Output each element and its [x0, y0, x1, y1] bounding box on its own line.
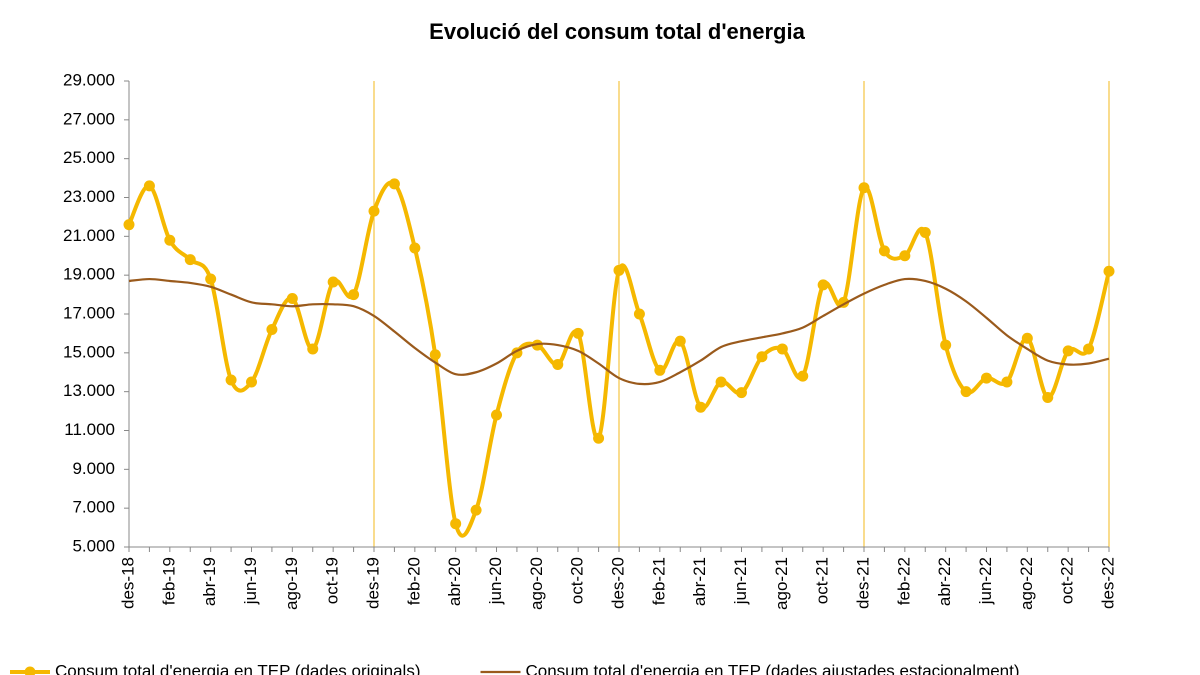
- x-tick-label: abr-21: [690, 557, 709, 606]
- chart-title: Evolució del consum total d'energia: [429, 19, 805, 44]
- x-tick-label: jun-21: [731, 557, 750, 605]
- x-tick-label: oct-21: [813, 557, 832, 604]
- data-point: [266, 324, 278, 336]
- data-point: [633, 308, 645, 320]
- y-tick-label: 27.000: [63, 109, 115, 128]
- x-tick-label: des-22: [1098, 557, 1117, 609]
- y-tick-label: 9.000: [72, 459, 115, 478]
- data-point: [715, 376, 727, 388]
- data-point: [307, 343, 319, 355]
- data-point: [327, 276, 339, 288]
- data-point: [593, 432, 605, 444]
- legend-label: Consum total d'energia en TEP (dades ori…: [55, 661, 421, 675]
- y-tick-label: 13.000: [63, 381, 115, 400]
- data-point: [858, 182, 870, 194]
- data-point: [552, 358, 564, 370]
- x-tick-label: jun-19: [241, 557, 260, 605]
- x-tick-label: abr-19: [200, 557, 219, 606]
- x-tick-label: des-18: [118, 557, 137, 609]
- x-tick-label: oct-20: [568, 557, 587, 604]
- y-tick-label: 21.000: [63, 226, 115, 245]
- data-point: [736, 387, 747, 399]
- data-point: [1001, 376, 1013, 388]
- data-point: [388, 178, 400, 190]
- x-tick-label: jun-20: [486, 557, 505, 605]
- data-point: [246, 376, 257, 388]
- data-point: [184, 254, 196, 266]
- data-point: [470, 504, 482, 516]
- data-point: [348, 289, 360, 301]
- data-point: [572, 327, 584, 339]
- data-point: [205, 273, 217, 285]
- x-tick-label: abr-22: [935, 557, 954, 606]
- x-tick-label: ago-21: [772, 557, 791, 610]
- data-point: [776, 343, 788, 355]
- data-point: [450, 518, 462, 530]
- data-point: [164, 234, 176, 246]
- x-tick-label: ago-19: [282, 557, 301, 610]
- x-tick-label: ago-20: [527, 557, 546, 610]
- data-point: [899, 250, 911, 262]
- data-point: [756, 351, 768, 363]
- data-point: [817, 279, 829, 291]
- y-tick-label: 17.000: [63, 303, 115, 322]
- data-point: [409, 242, 421, 254]
- x-tick-label: des-20: [608, 557, 627, 609]
- data-point: [919, 226, 931, 238]
- y-tick-label: 23.000: [63, 187, 115, 206]
- y-tick-label: 5.000: [72, 536, 115, 555]
- data-point: [368, 205, 380, 217]
- data-point: [286, 292, 298, 304]
- y-tick-label: 19.000: [63, 265, 115, 284]
- data-point: [143, 180, 155, 192]
- x-tick-label: des-21: [853, 557, 872, 609]
- x-tick-label: feb-21: [649, 557, 668, 605]
- data-point: [613, 264, 625, 276]
- x-tick-label: ago-22: [1017, 557, 1036, 610]
- legend-marker: [24, 666, 36, 675]
- series-line: [128, 277, 1110, 386]
- x-tick-label: des-19: [363, 557, 382, 609]
- x-tick-label: abr-20: [445, 557, 464, 606]
- data-point: [1083, 343, 1095, 355]
- data-point: [429, 349, 441, 361]
- data-point: [1103, 265, 1115, 277]
- y-tick-label: 11.000: [64, 420, 115, 439]
- x-tick-label: feb-22: [894, 557, 913, 605]
- x-tick-label: oct-19: [323, 557, 342, 604]
- data-point: [940, 339, 952, 351]
- y-tick-label: 7.000: [72, 498, 115, 517]
- data-point: [1021, 332, 1033, 344]
- x-tick-label: feb-20: [404, 557, 423, 605]
- legend-label: Consum total d'energia en TEP (dades aju…: [526, 661, 1020, 675]
- data-point: [878, 245, 890, 257]
- data-point: [674, 335, 686, 347]
- data-point: [123, 219, 135, 231]
- data-point: [1062, 345, 1074, 357]
- data-point: [695, 401, 707, 413]
- x-tick-label: jun-22: [976, 557, 995, 605]
- x-tick-label: oct-22: [1058, 557, 1077, 604]
- y-tick-label: 15.000: [63, 342, 115, 361]
- data-point: [797, 370, 809, 382]
- data-point: [654, 364, 666, 376]
- y-tick-label: 25.000: [63, 148, 115, 167]
- data-point: [981, 372, 992, 384]
- data-point: [225, 374, 237, 386]
- series-line: [127, 180, 1111, 538]
- data-point: [491, 409, 502, 421]
- data-point: [1042, 391, 1054, 403]
- y-tick-label: 29.000: [63, 70, 115, 89]
- data-point: [960, 386, 972, 398]
- x-tick-label: feb-19: [159, 557, 178, 605]
